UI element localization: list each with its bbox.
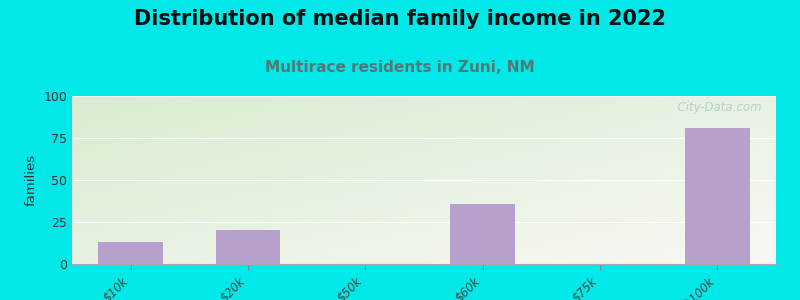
Text: City-Data.com: City-Data.com (670, 101, 762, 114)
Bar (98, 242, 163, 264)
Bar (450, 203, 515, 264)
Bar (685, 128, 750, 264)
Text: Distribution of median family income in 2022: Distribution of median family income in … (134, 9, 666, 29)
Y-axis label: families: families (25, 154, 38, 206)
Text: Multirace residents in Zuni, NM: Multirace residents in Zuni, NM (265, 60, 535, 75)
Bar (216, 230, 280, 264)
